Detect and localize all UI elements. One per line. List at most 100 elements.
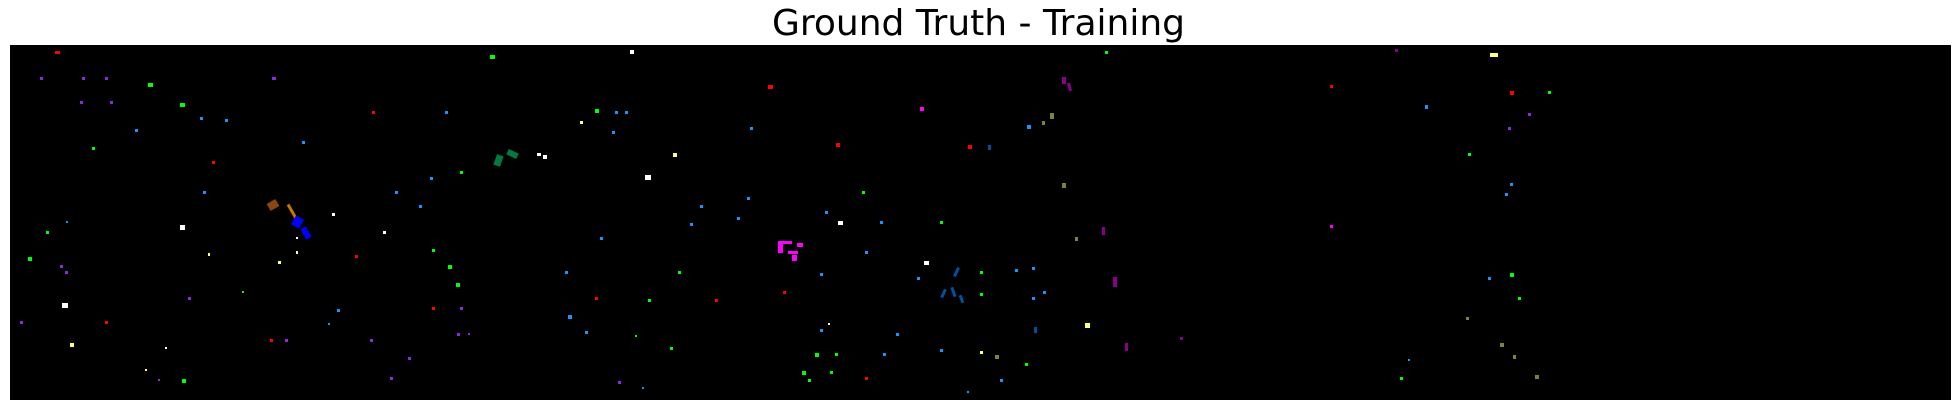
class-field-parcel xyxy=(958,294,965,304)
class-pixel-patch xyxy=(980,293,983,296)
class-pixel-patch xyxy=(673,153,677,157)
class-pixel-patch xyxy=(618,381,621,384)
class-pixel-patch xyxy=(580,121,583,124)
class-pixel-patch xyxy=(747,197,750,200)
class-field-parcel xyxy=(1067,82,1072,92)
class-pixel-patch xyxy=(337,309,340,312)
class-pixel-patch xyxy=(820,273,823,276)
class-pixel-patch xyxy=(815,353,819,357)
class-pixel-patch xyxy=(432,249,435,252)
class-pixel-patch xyxy=(395,191,398,194)
class-pixel-patch xyxy=(988,145,991,150)
class-field-parcel xyxy=(266,199,280,211)
class-pixel-patch xyxy=(460,307,463,310)
class-pixel-patch xyxy=(110,101,113,104)
class-pixel-patch xyxy=(1400,377,1403,380)
class-pixel-patch xyxy=(1050,113,1054,119)
class-pixel-patch xyxy=(148,83,153,87)
class-pixel-patch xyxy=(980,271,983,274)
class-field-parcel xyxy=(300,226,312,240)
class-pixel-patch xyxy=(1027,125,1031,129)
class-pixel-patch xyxy=(1468,153,1471,156)
class-field-parcel xyxy=(778,241,783,253)
class-pixel-patch xyxy=(135,129,138,132)
class-pixel-patch xyxy=(208,253,210,256)
class-pixel-patch xyxy=(1508,127,1511,130)
class-pixel-patch xyxy=(65,271,68,274)
class-pixel-patch xyxy=(419,205,422,208)
class-pixel-patch xyxy=(46,231,49,234)
class-pixel-patch xyxy=(700,205,703,208)
class-pixel-patch xyxy=(456,283,460,287)
class-pixel-patch xyxy=(408,357,411,360)
class-pixel-patch xyxy=(1500,343,1504,347)
class-pixel-patch xyxy=(865,251,868,254)
class-pixel-patch xyxy=(783,291,786,294)
class-field-parcel xyxy=(506,148,519,160)
class-pixel-patch xyxy=(920,107,924,111)
class-pixel-patch xyxy=(296,251,298,254)
class-pixel-patch xyxy=(40,77,43,80)
class-pixel-patch xyxy=(28,257,32,261)
map-background xyxy=(10,45,1951,400)
class-pixel-patch xyxy=(1510,91,1514,95)
class-pixel-patch xyxy=(802,371,806,375)
class-pixel-patch xyxy=(1466,317,1469,320)
class-pixel-patch xyxy=(830,371,833,374)
class-pixel-patch xyxy=(543,155,547,159)
class-pixel-patch xyxy=(1105,51,1108,54)
class-pixel-patch xyxy=(1043,291,1046,294)
class-pixel-patch xyxy=(60,265,63,268)
class-pixel-patch xyxy=(968,145,972,149)
ground-truth-map-canvas xyxy=(10,45,1951,400)
class-pixel-patch xyxy=(1042,121,1045,125)
class-pixel-patch xyxy=(212,161,215,164)
class-pixel-patch xyxy=(296,237,298,239)
class-pixel-patch xyxy=(635,335,637,337)
class-pixel-patch xyxy=(1015,269,1018,272)
class-pixel-patch xyxy=(70,343,74,347)
class-pixel-patch xyxy=(612,131,615,134)
class-pixel-patch xyxy=(145,369,147,371)
class-pixel-patch xyxy=(1528,113,1531,116)
class-pixel-patch xyxy=(82,77,85,80)
class-pixel-patch xyxy=(1000,379,1003,382)
class-pixel-patch xyxy=(690,223,693,226)
class-pixel-patch xyxy=(80,101,83,104)
class-pixel-patch xyxy=(457,333,460,336)
class-pixel-patch xyxy=(924,261,929,265)
class-pixel-patch xyxy=(1490,53,1498,57)
class-pixel-patch xyxy=(62,303,68,308)
class-pixel-patch xyxy=(967,391,969,393)
class-pixel-patch xyxy=(750,127,753,130)
class-field-parcel xyxy=(291,215,304,229)
ground-truth-map xyxy=(10,45,1951,400)
class-pixel-patch xyxy=(1085,323,1090,328)
class-pixel-patch xyxy=(285,339,288,342)
class-pixel-patch xyxy=(460,171,463,174)
class-pixel-patch xyxy=(838,221,843,225)
class-pixel-patch xyxy=(678,271,681,274)
class-pixel-patch xyxy=(278,261,281,264)
class-pixel-patch xyxy=(825,211,828,214)
class-pixel-patch xyxy=(203,191,206,194)
class-pixel-patch xyxy=(1535,375,1539,379)
class-pixel-patch xyxy=(645,175,651,180)
class-pixel-patch xyxy=(565,271,568,274)
class-pixel-patch xyxy=(862,191,865,194)
class-pixel-patch xyxy=(430,177,433,180)
class-pixel-patch xyxy=(1062,77,1066,84)
class-pixel-patch xyxy=(1062,183,1066,188)
class-pixel-patch xyxy=(865,377,868,380)
class-pixel-patch xyxy=(940,221,943,224)
class-pixel-patch xyxy=(445,111,448,114)
class-pixel-patch xyxy=(820,329,823,332)
class-field-parcel xyxy=(493,154,504,167)
class-pixel-patch xyxy=(1075,237,1078,241)
class-pixel-patch xyxy=(828,323,830,325)
figure-title: Ground Truth - Training xyxy=(771,3,1186,44)
class-pixel-patch xyxy=(568,315,572,319)
class-pixel-patch xyxy=(808,379,811,382)
class-pixel-patch xyxy=(1034,327,1037,333)
class-pixel-patch xyxy=(448,265,452,269)
